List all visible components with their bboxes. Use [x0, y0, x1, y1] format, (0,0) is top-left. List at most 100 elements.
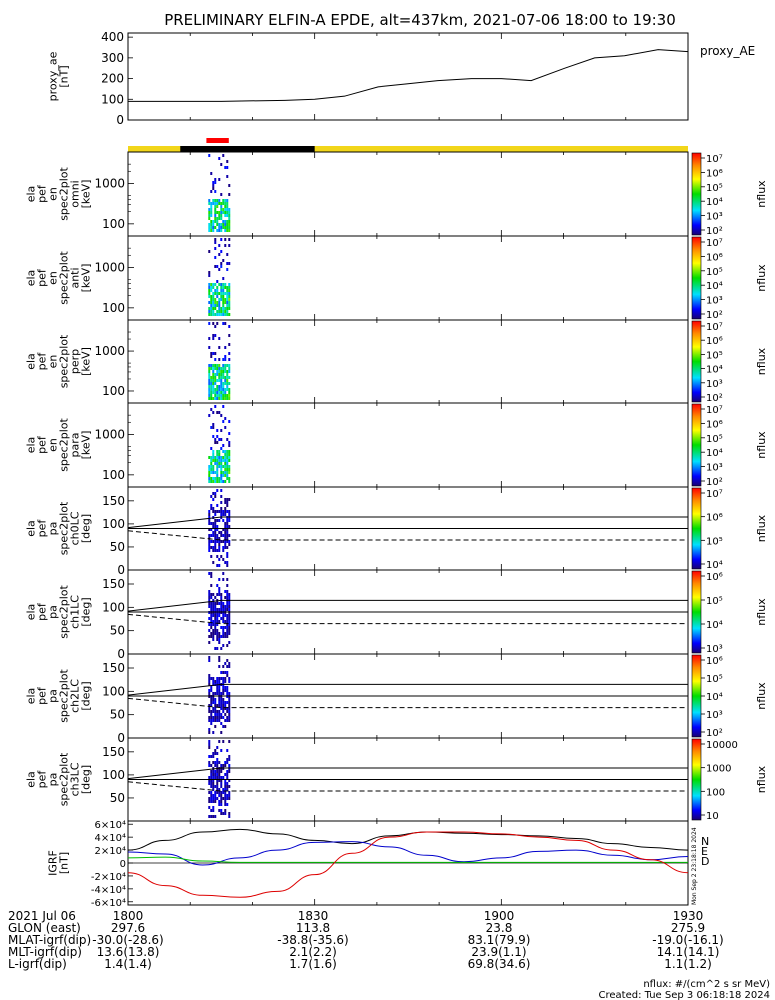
- pa_ch3LC-cell: [220, 779, 223, 782]
- pa_ch0LC-label-1: pef: [36, 519, 49, 538]
- grf-legend-E: E: [701, 845, 708, 858]
- spec_anti-cell: [220, 262, 223, 265]
- spec_perp-cell: [216, 388, 219, 391]
- pa_ch2LC-cell: [226, 671, 229, 674]
- spec_para-cell: [212, 426, 215, 429]
- spec_para-cell: [220, 429, 223, 432]
- pa_ch2LC-cell: [208, 692, 211, 695]
- pa_ch2LC-cell: [216, 680, 219, 683]
- spec_anti-cell: [228, 292, 231, 295]
- spec_omni-cell: [218, 178, 221, 181]
- spec_perp-cell: [224, 355, 227, 358]
- pa_ch3LC-cell: [224, 809, 227, 812]
- science-zone-bar: [206, 138, 229, 143]
- pa_ch0LC-cell: [216, 555, 219, 558]
- pa_ch1LC-cell: [218, 593, 221, 596]
- pa_ch0LC-cell: [218, 543, 221, 546]
- spec_anti-cell: [210, 304, 213, 307]
- spec_omni-cell: [214, 205, 217, 208]
- spec_para-cell: [226, 456, 229, 459]
- spec_omni-cell: [208, 217, 211, 220]
- pa_ch1LC-cell: [210, 605, 213, 608]
- spec_para-cell: [222, 456, 225, 459]
- pa_ch1LC-cell: [226, 626, 229, 629]
- spec_perp-cell: [212, 367, 215, 370]
- pa_ch3LC-cell: [216, 761, 219, 764]
- pa_ch3LC-cell: [222, 797, 225, 800]
- pa_ch1LC-cell: [216, 617, 219, 620]
- pa_ch1LC-cell: [208, 602, 211, 605]
- spec_anti-cell: [218, 253, 221, 256]
- spec_para-cell: [218, 438, 221, 441]
- pa_ch3LC-cell: [224, 779, 227, 782]
- pa_ch1LC-colorbar-tick-label: 10⁴: [706, 620, 723, 631]
- spec_perp-cell: [216, 385, 219, 388]
- spec_para-cell: [220, 438, 223, 441]
- spec_perp-cell: [214, 358, 217, 361]
- pa_ch0LC-cell: [212, 507, 215, 510]
- spec_anti-cell: [220, 286, 223, 289]
- pa_ch0LC-cell: [214, 540, 217, 543]
- spec_anti-cell: [214, 241, 217, 244]
- spec_perp-cell: [210, 376, 213, 379]
- spec_anti-cell: [222, 313, 225, 316]
- spec_perp-cell: [218, 370, 221, 373]
- spec_perp-cell: [210, 355, 213, 358]
- spec_perp-cell: [220, 388, 223, 391]
- pa_ch1LC-cell: [228, 632, 231, 635]
- spec_para-cell: [228, 420, 231, 423]
- pa_ch3LC-cell: [210, 791, 213, 794]
- spec_anti-cell: [224, 301, 227, 304]
- spec_para-cell: [220, 471, 223, 474]
- pa_ch0LC-label-4: ch0LC: [69, 511, 82, 545]
- spec_perp-cell: [212, 385, 215, 388]
- pa_ch1LC-colorbar-label: nflux: [755, 598, 768, 626]
- spec_omni-cell: [222, 202, 225, 205]
- pa_ch1LC-cell: [224, 614, 227, 617]
- pa_ch2LC-cell: [218, 716, 221, 719]
- pa_ch0LC-cell: [214, 522, 217, 525]
- spec_anti-cell: [220, 307, 223, 310]
- spec_omni-colorbar: [691, 152, 702, 236]
- pa_ch0LC-cell: [210, 534, 213, 537]
- spec_perp-cell: [224, 358, 227, 361]
- spec_omni-cell: [228, 184, 231, 187]
- spec_omni-cell: [222, 208, 225, 211]
- pa_ch1LC-cell: [212, 629, 215, 632]
- pa_ch1LC-cell: [210, 623, 213, 626]
- pa_ch2LC-cell: [218, 710, 221, 713]
- spec_omni-cell: [226, 199, 229, 202]
- pa_ch3LC-cell: [224, 797, 227, 800]
- spec_anti-cell: [220, 250, 223, 253]
- spec_perp-cell: [208, 379, 211, 382]
- pa_ch2LC-cell: [222, 671, 225, 674]
- spec_para-cell: [222, 420, 225, 423]
- pa_ch1LC-cell: [222, 578, 225, 581]
- spec_omni-cell: [212, 223, 215, 226]
- spec_perp-label-1: pef: [36, 352, 49, 371]
- pa_ch3LC-cell: [218, 794, 221, 797]
- pa_ch3LC-cell: [220, 791, 223, 794]
- spec_perp-label-2: en: [47, 355, 60, 369]
- pa_ch1LC-cell: [210, 584, 213, 587]
- spec_perp-cell: [216, 397, 219, 400]
- pa_ch2LC-colorbar-tick-label: 10⁵: [706, 674, 723, 685]
- pa_ch3LC-cell: [208, 791, 211, 794]
- pa_ch0LC-cell: [224, 537, 227, 540]
- spec_anti-cell: [226, 307, 229, 310]
- spec_para-colorbar-tick-label: 10⁴: [706, 448, 723, 459]
- spec_para-cell: [212, 468, 215, 471]
- spec_perp-cell: [220, 385, 223, 388]
- spec_omni-cell: [224, 226, 227, 229]
- spec_para-cell: [216, 429, 219, 432]
- pa_ch2LC-cell: [222, 710, 225, 713]
- pa_ch3LC-cell: [222, 764, 225, 767]
- pa_ch0LC-cell: [208, 540, 211, 543]
- spec_perp-cell: [226, 370, 229, 373]
- spec_omni-label-0: ela: [25, 186, 38, 203]
- pa_ch0LC-cell: [226, 540, 229, 543]
- spec_anti-cell: [216, 289, 219, 292]
- spec_omni-cell: [210, 211, 213, 214]
